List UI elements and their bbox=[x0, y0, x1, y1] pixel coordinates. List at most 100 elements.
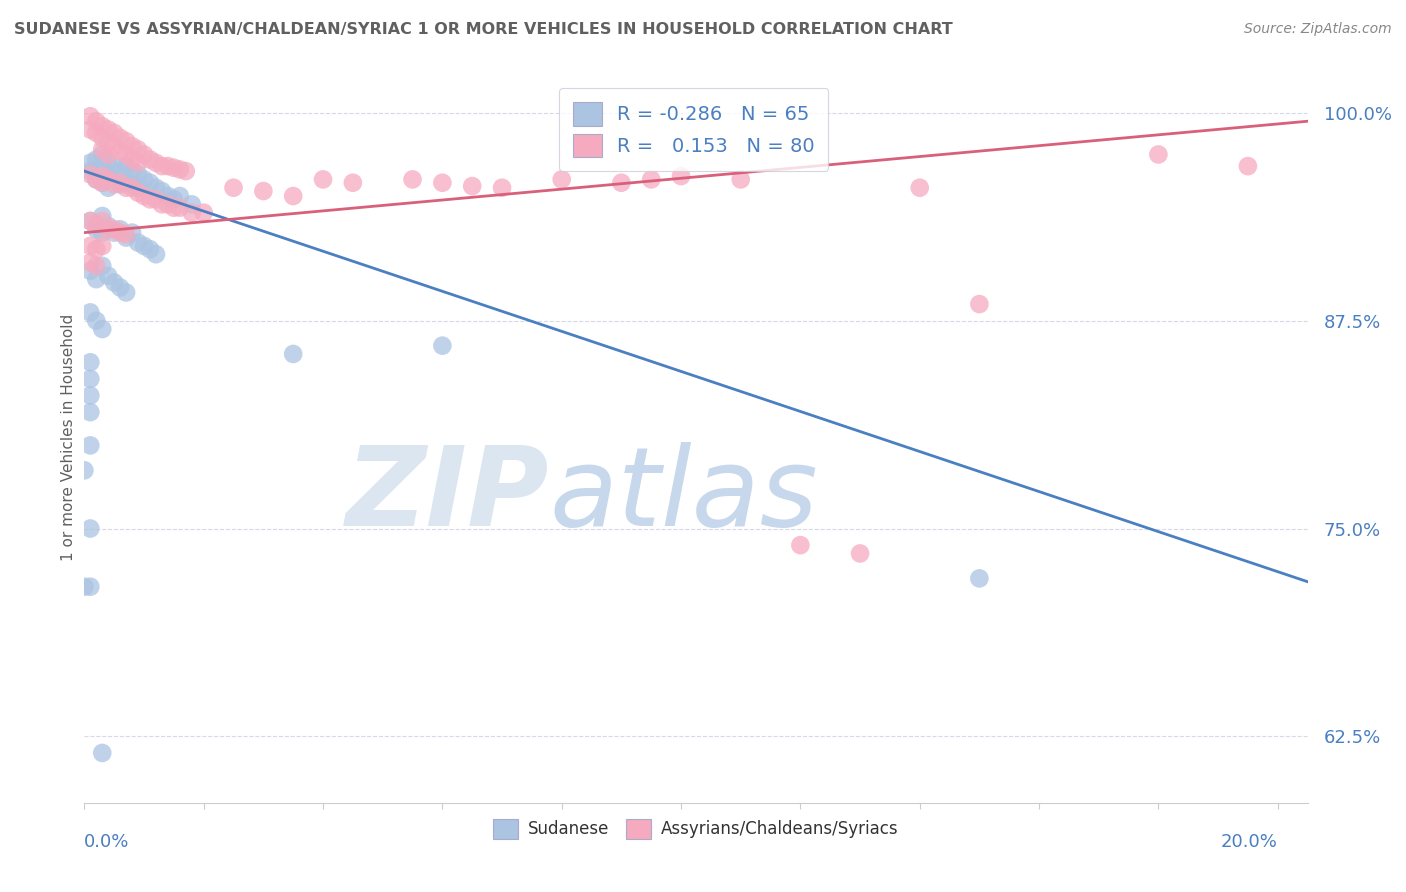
Point bbox=[84, 314, 107, 328]
Point bbox=[132, 172, 155, 186]
Point bbox=[84, 242, 107, 256]
Point bbox=[79, 372, 101, 386]
Point bbox=[103, 139, 125, 153]
Legend: Sudanese, Assyrians/Chaldeans/Syriacs: Sudanese, Assyrians/Chaldeans/Syriacs bbox=[486, 812, 905, 846]
Point bbox=[79, 164, 101, 178]
Point bbox=[79, 255, 101, 269]
Point bbox=[84, 172, 107, 186]
Point bbox=[84, 217, 107, 231]
Point bbox=[108, 280, 131, 294]
Text: atlas: atlas bbox=[550, 442, 818, 549]
Y-axis label: 1 or more Vehicles in Household: 1 or more Vehicles in Household bbox=[60, 313, 76, 561]
Point bbox=[108, 226, 131, 240]
Point bbox=[108, 144, 131, 158]
Point bbox=[91, 746, 114, 760]
Point bbox=[91, 147, 114, 161]
Point bbox=[103, 178, 125, 192]
Point bbox=[145, 247, 167, 261]
Point bbox=[97, 180, 120, 194]
Point bbox=[84, 172, 107, 186]
Point bbox=[97, 168, 120, 182]
Point bbox=[132, 239, 155, 253]
Point bbox=[103, 222, 125, 236]
Point bbox=[84, 153, 107, 167]
Point bbox=[79, 214, 101, 228]
Point bbox=[401, 172, 423, 186]
Point bbox=[156, 189, 179, 203]
Point bbox=[121, 153, 143, 167]
Point bbox=[103, 172, 125, 186]
Point bbox=[103, 126, 125, 140]
Point bbox=[610, 176, 633, 190]
Point bbox=[97, 268, 120, 283]
Point bbox=[145, 155, 167, 169]
Point bbox=[79, 214, 101, 228]
Text: ZIP: ZIP bbox=[346, 442, 550, 549]
Point bbox=[174, 164, 197, 178]
Point bbox=[91, 159, 114, 173]
Point bbox=[163, 192, 186, 206]
Text: SUDANESE VS ASSYRIAN/CHALDEAN/SYRIAC 1 OR MORE VEHICLES IN HOUSEHOLD CORRELATION: SUDANESE VS ASSYRIAN/CHALDEAN/SYRIAC 1 O… bbox=[14, 22, 953, 37]
Text: 0.0%: 0.0% bbox=[84, 833, 129, 851]
Point bbox=[139, 176, 162, 190]
Point bbox=[108, 176, 131, 190]
Point bbox=[79, 355, 101, 369]
Point bbox=[115, 230, 138, 244]
Point bbox=[139, 153, 162, 167]
Point bbox=[145, 192, 167, 206]
Point bbox=[127, 186, 149, 200]
Point bbox=[222, 180, 245, 194]
Point bbox=[115, 180, 138, 194]
Point bbox=[91, 214, 114, 228]
Point bbox=[252, 184, 274, 198]
Point bbox=[91, 226, 114, 240]
Point bbox=[79, 438, 101, 452]
Point bbox=[169, 201, 191, 215]
Point bbox=[969, 571, 991, 585]
Point bbox=[283, 347, 305, 361]
Point bbox=[91, 176, 114, 190]
Point bbox=[103, 159, 125, 173]
Point bbox=[97, 147, 120, 161]
Point bbox=[97, 122, 120, 136]
Point bbox=[132, 189, 155, 203]
Point bbox=[849, 546, 872, 560]
Point bbox=[84, 259, 107, 273]
Point bbox=[91, 322, 114, 336]
Point bbox=[1237, 159, 1260, 173]
Point bbox=[169, 162, 191, 177]
Point bbox=[180, 197, 202, 211]
Point bbox=[84, 126, 107, 140]
Point bbox=[108, 178, 131, 192]
Point bbox=[91, 209, 114, 223]
Point bbox=[432, 338, 454, 352]
Point bbox=[108, 164, 131, 178]
Point bbox=[79, 388, 101, 402]
Point bbox=[108, 131, 131, 145]
Point bbox=[432, 176, 454, 190]
Point bbox=[79, 580, 101, 594]
Point bbox=[91, 176, 114, 190]
Point bbox=[91, 259, 114, 273]
Point bbox=[79, 405, 101, 419]
Point bbox=[79, 109, 101, 123]
Point bbox=[1147, 147, 1170, 161]
Point bbox=[97, 222, 120, 236]
Text: Source: ZipAtlas.com: Source: ZipAtlas.com bbox=[1244, 22, 1392, 37]
Point bbox=[91, 169, 114, 183]
Point bbox=[97, 134, 120, 148]
Point bbox=[127, 155, 149, 169]
Point bbox=[127, 168, 149, 182]
Point bbox=[91, 143, 114, 157]
Point bbox=[97, 172, 120, 186]
Point bbox=[97, 155, 120, 169]
Point bbox=[127, 180, 149, 194]
Point bbox=[156, 159, 179, 173]
Point bbox=[115, 159, 138, 173]
Point bbox=[91, 239, 114, 253]
Text: 20.0%: 20.0% bbox=[1220, 833, 1278, 851]
Point bbox=[91, 119, 114, 133]
Point bbox=[121, 180, 143, 194]
Point bbox=[103, 276, 125, 290]
Point bbox=[121, 178, 143, 192]
